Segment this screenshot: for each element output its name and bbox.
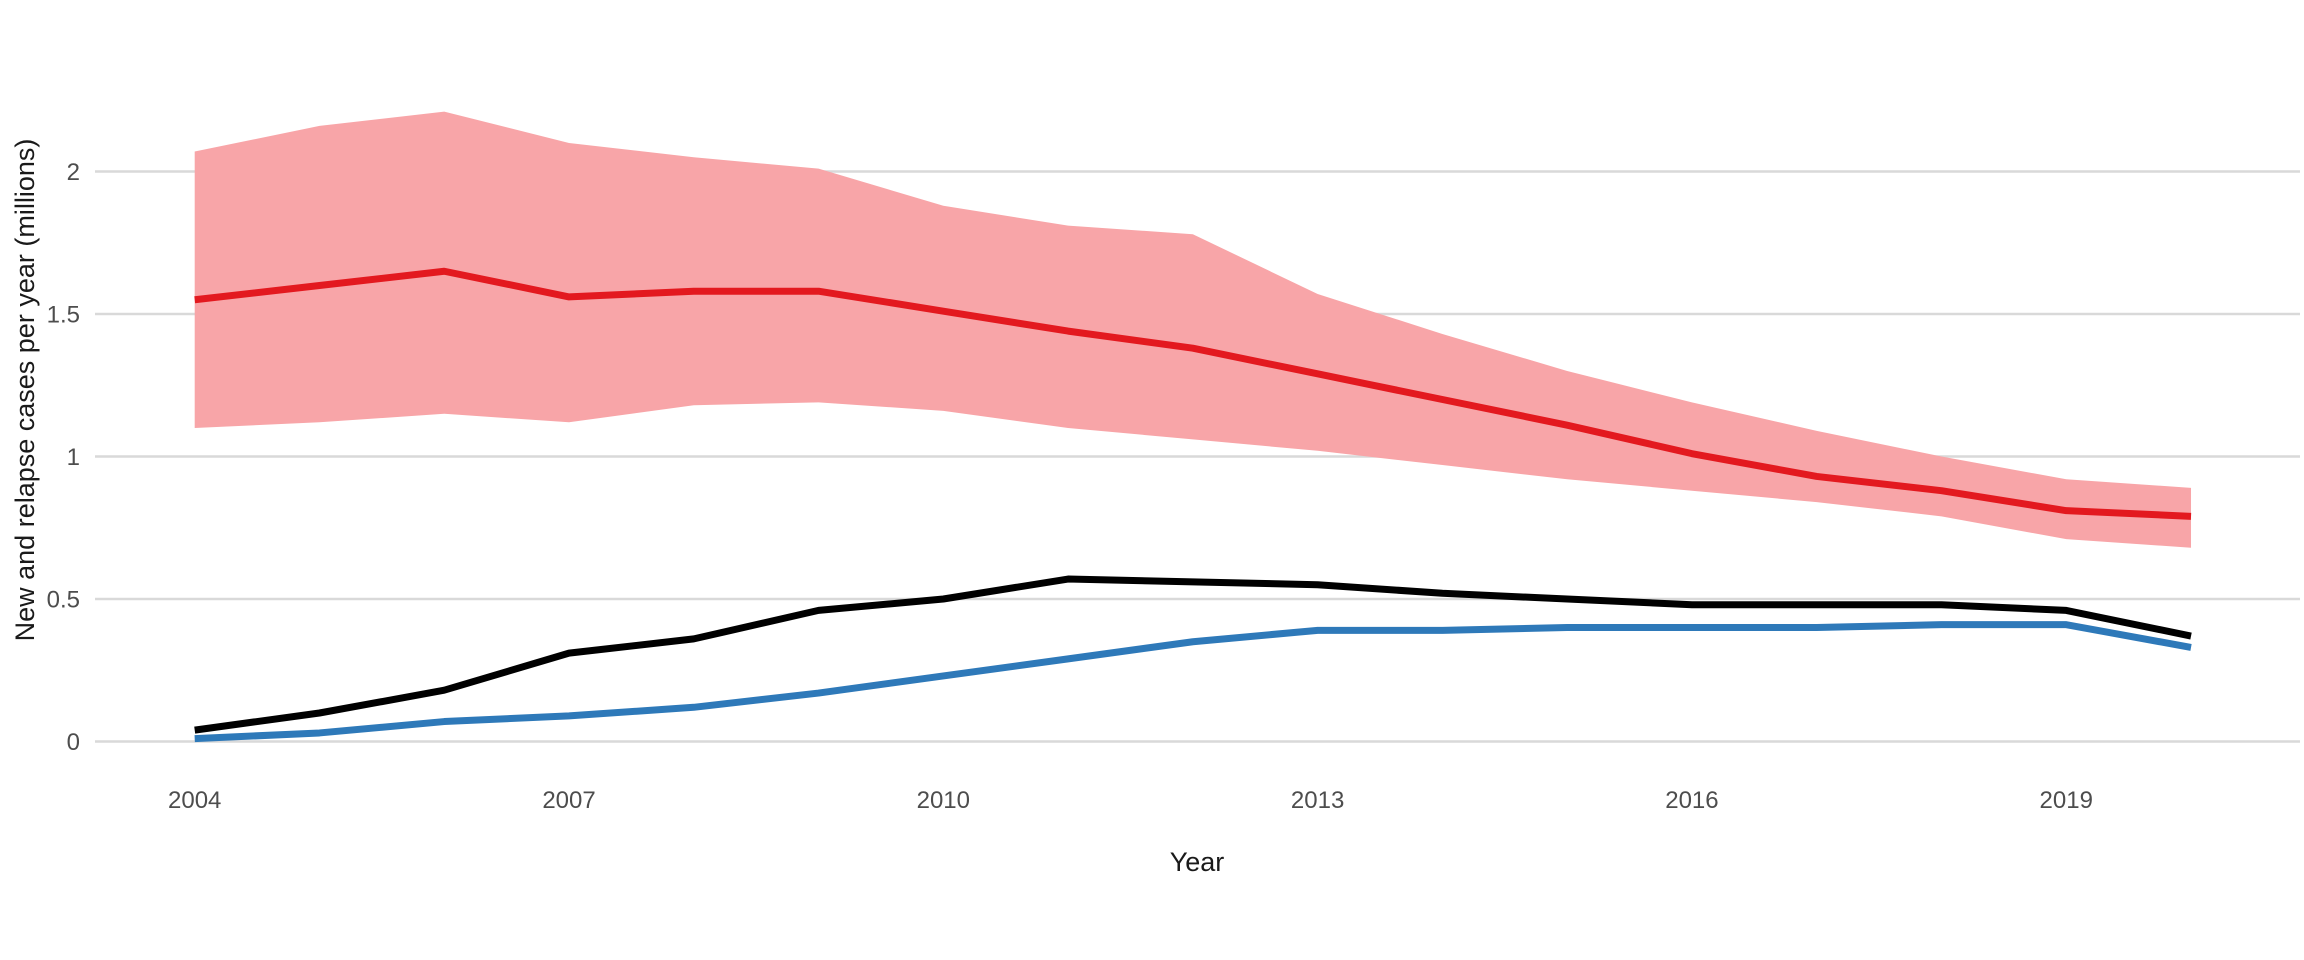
black-line [194,575,2192,734]
x-axis-tick-labels: 2004 2007 2010 2013 2016 2019 [168,787,2093,814]
y-tick-label-1: 1 [67,444,80,471]
y-axis-tick-labels: 0 0.5 1 1.5 2 [47,159,80,756]
x-tick-label-2013: 2013 [1291,787,1344,814]
x-tick-label-2010: 2010 [917,787,970,814]
x-axis-title: Year [1170,847,1225,877]
blue-line [194,621,2192,743]
y-axis-title: New and relapse cases per year (millions… [10,139,40,642]
x-tick-label-2004: 2004 [168,787,221,814]
data-lines-layer [194,267,2192,743]
red-line-with-confidence-band [194,267,2192,520]
y-tick-label-2: 2 [67,159,80,186]
y-tick-label-1.5: 1.5 [47,302,80,329]
x-tick-label-2019: 2019 [2040,787,2093,814]
y-tick-label-0.5: 0.5 [47,587,80,614]
confidence-band [194,111,2192,548]
x-tick-label-2016: 2016 [1665,787,1718,814]
y-tick-label-0: 0 [67,729,80,756]
confidence-band-layer [194,111,2192,548]
x-tick-label-2007: 2007 [542,787,595,814]
